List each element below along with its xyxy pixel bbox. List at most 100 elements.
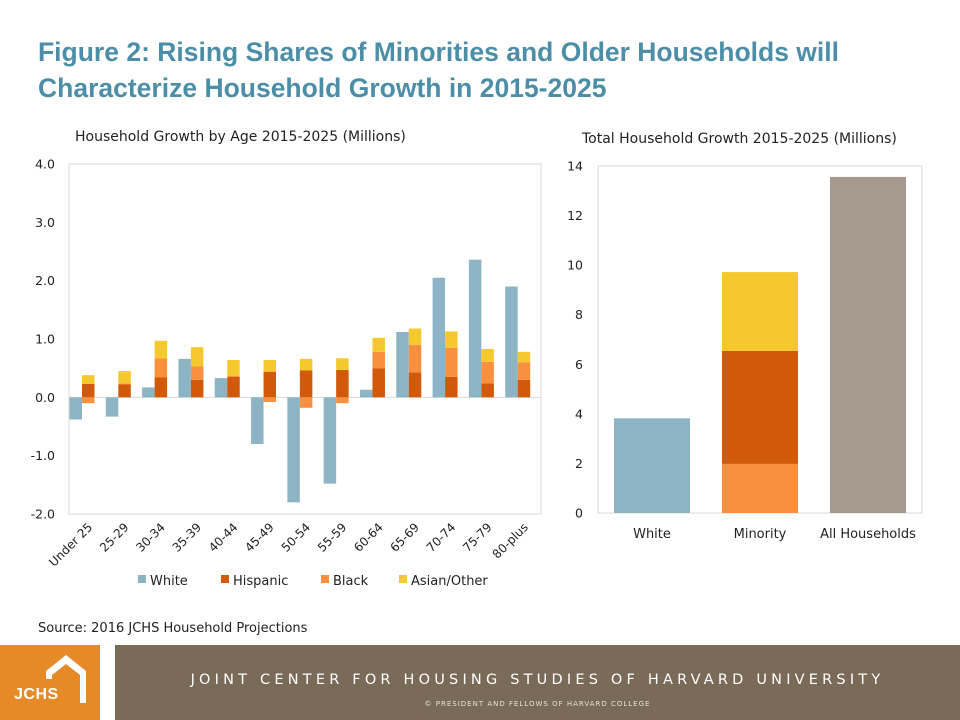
bar-hispanic bbox=[263, 371, 277, 398]
x-tick-label: All Households bbox=[820, 527, 916, 542]
y-tick-label: 2.0 bbox=[35, 273, 55, 288]
bar-all-households bbox=[830, 176, 906, 514]
bar-black bbox=[372, 351, 385, 369]
bar-hispanic bbox=[82, 383, 95, 398]
copyright-text: © PRESIDENT AND FELLOWS OF HARVARD COLLE… bbox=[424, 700, 651, 708]
bar-white bbox=[468, 259, 482, 398]
footer-banner: JOINT CENTER FOR HOUSING STUDIES OF HARV… bbox=[115, 645, 960, 720]
x-tick-label: 35-39 bbox=[170, 520, 205, 555]
y-tick-label: 4 bbox=[575, 406, 583, 421]
x-tick-label: 80-plus bbox=[490, 520, 531, 561]
bar-white bbox=[105, 397, 119, 417]
bar-black bbox=[263, 397, 277, 402]
bar-white bbox=[287, 397, 300, 503]
bar-black bbox=[154, 358, 168, 378]
figure-title: Figure 2: Rising Shares of Minorities an… bbox=[38, 37, 840, 103]
bar-hispanic bbox=[154, 377, 168, 398]
bar-black bbox=[336, 397, 349, 404]
bar-white bbox=[614, 418, 690, 513]
bar-asian-other bbox=[408, 328, 422, 345]
bar-asian-other bbox=[722, 272, 798, 351]
bar-white bbox=[178, 358, 191, 398]
x-tick-label: 25-29 bbox=[97, 520, 132, 555]
bar-hispanic bbox=[517, 379, 531, 398]
right-chart-title: Total Household Growth 2015-2025 (Millio… bbox=[582, 131, 897, 147]
bar-black bbox=[118, 383, 131, 385]
legend-label: White bbox=[150, 574, 188, 589]
bar-white bbox=[432, 277, 446, 398]
y-tick-label: 12 bbox=[567, 208, 583, 223]
x-tick-label: 55-59 bbox=[315, 520, 350, 555]
bar-asian-other bbox=[118, 371, 131, 384]
y-tick-label: 4.0 bbox=[35, 157, 55, 172]
bar-asian-other bbox=[372, 337, 385, 352]
y-tick-label: 2 bbox=[575, 456, 583, 471]
bar-black bbox=[481, 361, 494, 384]
y-tick-label: 14 bbox=[567, 159, 583, 174]
bar-white bbox=[323, 397, 337, 484]
x-tick-label: 40-44 bbox=[206, 520, 241, 555]
bar-hispanic bbox=[722, 350, 798, 464]
x-tick-label: 65-69 bbox=[387, 520, 422, 555]
source-note: Source: 2016 JCHS Household Projections bbox=[38, 621, 308, 636]
bar-asian-other bbox=[263, 360, 277, 372]
bar-hispanic bbox=[372, 368, 385, 398]
bar-asian-other bbox=[227, 360, 240, 376]
y-tick-label: 8 bbox=[575, 307, 583, 322]
bar-white bbox=[142, 387, 155, 398]
bar-hispanic bbox=[408, 372, 422, 398]
bar-black bbox=[82, 397, 95, 404]
y-tick-label: 1.0 bbox=[35, 332, 55, 347]
bar-hispanic bbox=[190, 379, 204, 398]
legend-label: Hispanic bbox=[233, 574, 288, 589]
bar-hispanic bbox=[118, 384, 131, 398]
x-tick-label: 30-34 bbox=[133, 520, 168, 555]
bar-hispanic bbox=[227, 376, 240, 398]
y-tick-label: 10 bbox=[567, 258, 583, 273]
logo-text: JCHS bbox=[14, 686, 59, 703]
house-icon bbox=[46, 655, 86, 703]
y-tick-label: 0 bbox=[575, 506, 583, 521]
bar-hispanic bbox=[299, 370, 313, 398]
legend-swatch bbox=[399, 575, 407, 583]
bar-white bbox=[69, 397, 82, 420]
legend-label: Asian/Other bbox=[411, 574, 488, 589]
bar-white bbox=[251, 397, 264, 444]
x-tick-label: 50-54 bbox=[279, 520, 314, 555]
bar-asian-other bbox=[154, 340, 168, 359]
left-chart-title: Household Growth by Age 2015-2025 (Milli… bbox=[75, 129, 406, 145]
x-tick-label: 75-79 bbox=[460, 520, 495, 555]
bar-black bbox=[227, 375, 240, 377]
legend-swatch bbox=[321, 575, 329, 583]
x-tick-label: 45-49 bbox=[242, 520, 277, 555]
legend-swatch bbox=[221, 575, 229, 583]
bar-asian-other bbox=[190, 347, 204, 367]
banner-text: JOINT CENTER FOR HOUSING STUDIES OF HARV… bbox=[190, 672, 885, 688]
bar-white bbox=[505, 286, 518, 398]
x-tick-label: Under 25 bbox=[46, 520, 95, 569]
bar-black bbox=[722, 463, 798, 513]
x-tick-label: 60-64 bbox=[351, 520, 386, 555]
x-tick-label: Minority bbox=[734, 527, 787, 542]
bar-asian-other bbox=[481, 348, 494, 362]
bar-asian-other bbox=[299, 358, 313, 371]
y-tick-label: 6 bbox=[575, 357, 583, 372]
footer: JCHS JOINT CENTER FOR HOUSING STUDIES OF… bbox=[0, 645, 960, 720]
bar-hispanic bbox=[481, 383, 494, 398]
bar-white bbox=[396, 332, 409, 398]
legend-swatch bbox=[138, 575, 146, 583]
bar-black bbox=[190, 366, 204, 380]
bar-asian-other bbox=[517, 351, 531, 363]
bar-white bbox=[359, 389, 373, 398]
y-tick-label: 0.0 bbox=[35, 390, 55, 405]
x-tick-label: 70-74 bbox=[424, 520, 459, 555]
bar-black bbox=[299, 397, 313, 408]
jchs-logo: JCHS bbox=[0, 645, 100, 720]
bar-asian-other bbox=[82, 375, 95, 384]
bar-asian-other bbox=[445, 331, 458, 348]
x-tick-label: White bbox=[633, 527, 671, 542]
y-tick-label: -1.0 bbox=[31, 448, 55, 463]
bar-asian-other bbox=[336, 358, 349, 370]
bar-hispanic bbox=[445, 376, 458, 398]
